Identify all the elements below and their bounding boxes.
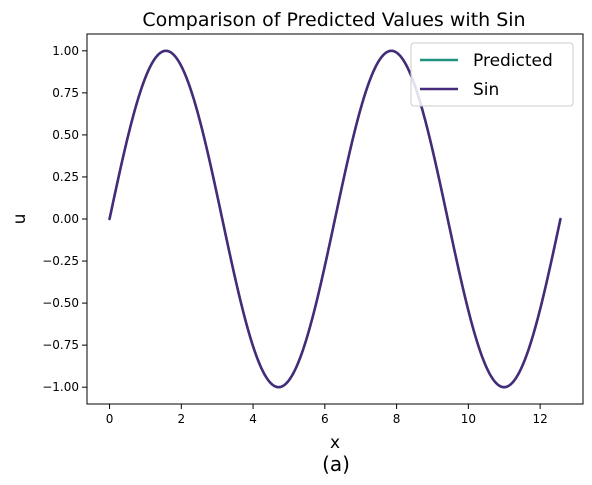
chart-title: Comparison of Predicted Values with Sin — [142, 9, 525, 31]
y-axis-ticks: 1.00 0.75 0.50 0.25 0.00 −0.25 −0.50 −0.75 −1.00 — [42, 44, 87, 394]
y-tick-label: −1.00 — [42, 380, 79, 394]
x-tick-label: 12 — [532, 412, 547, 426]
y-tick-label: −0.25 — [42, 254, 79, 268]
x-tick-label: 6 — [321, 412, 329, 426]
y-tick-label: 0.25 — [52, 170, 79, 184]
series-layer — [108, 49, 562, 389]
series-line-sin — [108, 49, 562, 389]
x-tick-label: 8 — [393, 412, 401, 426]
x-axis-ticks: 0 2 4 6 8 10 12 — [106, 404, 548, 426]
x-tick-label: 10 — [461, 412, 476, 426]
x-tick-label: 2 — [177, 412, 185, 426]
x-axis-label: x — [330, 433, 340, 453]
y-axis-label: u — [10, 214, 30, 225]
legend-label-predicted: Predicted — [473, 51, 553, 71]
legend-label-sin: Sin — [473, 80, 499, 100]
y-tick-label: 0.75 — [52, 86, 79, 100]
x-tick-label: 0 — [106, 412, 114, 426]
y-tick-label: 0.00 — [52, 212, 79, 226]
y-tick-label: 0.50 — [52, 128, 79, 142]
x-tick-label: 4 — [249, 412, 257, 426]
figure-caption: (a) — [322, 452, 350, 476]
legend: Predicted Sin — [410, 42, 574, 107]
y-tick-label: 1.00 — [52, 44, 79, 58]
y-tick-label: −0.50 — [42, 296, 79, 310]
y-tick-label: −0.75 — [42, 338, 79, 352]
